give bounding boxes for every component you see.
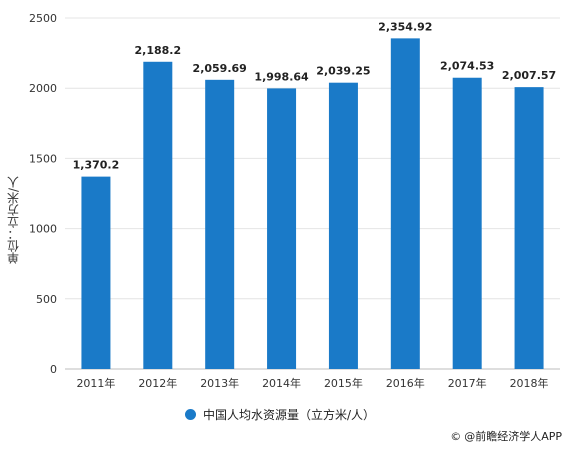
x-tick-label: 2014年 xyxy=(262,376,301,390)
x-tick-label: 2016年 xyxy=(386,376,425,390)
bar xyxy=(328,82,358,369)
bar xyxy=(205,79,235,370)
copyright-icon: © xyxy=(450,429,462,443)
data-label: 2,354.92 xyxy=(378,20,432,33)
x-tick-label: 2018年 xyxy=(510,376,549,390)
bar xyxy=(81,176,111,369)
bar xyxy=(390,38,420,369)
y-axis-label: 单位：立方米/人 xyxy=(6,175,21,265)
legend-marker xyxy=(185,409,196,420)
bar xyxy=(267,88,297,370)
source-note: © @前瞻经济学人APP xyxy=(450,428,562,444)
data-label: 1,998.64 xyxy=(254,70,309,83)
x-tick-label: 2013年 xyxy=(200,376,239,390)
y-tick-label: 2000 xyxy=(29,82,57,95)
data-label: 2,059.69 xyxy=(193,62,247,75)
x-tick-label: 2012年 xyxy=(138,376,177,390)
x-tick-label: 2015年 xyxy=(324,376,363,390)
bar xyxy=(514,87,544,369)
data-label: 2,007.57 xyxy=(502,69,556,82)
bar xyxy=(143,61,173,369)
y-tick-label: 1500 xyxy=(29,152,57,165)
y-tick-label: 1000 xyxy=(29,223,57,236)
y-tick-label: 0 xyxy=(50,363,57,376)
data-label: 2,039.25 xyxy=(316,65,370,78)
x-tick-label: 2017年 xyxy=(448,376,487,390)
data-label: 2,188.2 xyxy=(134,44,181,57)
x-tick-label: 2011年 xyxy=(76,376,115,390)
y-tick-label: 500 xyxy=(36,293,57,306)
data-label: 2,074.53 xyxy=(440,60,494,73)
bar xyxy=(452,77,482,369)
legend-label: 中国人均水资源量（立方米/人） xyxy=(203,408,376,422)
legend: 中国人均水资源量（立方米/人） xyxy=(185,406,375,423)
source-text: @前瞻经济学人APP xyxy=(464,430,562,443)
data-label: 1,370.2 xyxy=(73,159,120,172)
y-tick-label: 2500 xyxy=(29,12,57,25)
